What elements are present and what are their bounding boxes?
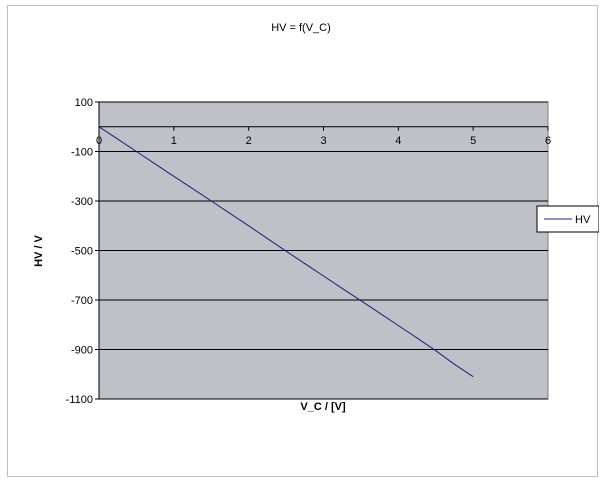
y-tick-label: -900 <box>71 345 93 357</box>
axes <box>95 101 549 400</box>
x-tick-label: 6 <box>545 135 551 147</box>
x-tick-label: 3 <box>320 135 326 147</box>
chart-frame: HV = f(V_C) 100 -100 -300 -500 -700 -900 -1100… <box>7 5 599 477</box>
gridlines <box>99 101 548 400</box>
y-tick-label: -700 <box>71 295 93 307</box>
y-tick-label: 100 <box>75 97 93 109</box>
y-axis-title: HV / V <box>33 234 45 266</box>
series-line-hv <box>98 126 474 378</box>
x-tick-label: 5 <box>470 135 476 147</box>
y-tick-label: -300 <box>71 196 93 208</box>
x-tick-label: 2 <box>246 135 252 147</box>
x-tick-label: 1 <box>171 135 177 147</box>
legend-label-hv: HV <box>575 214 591 226</box>
chart-title: HV = f(V_C) <box>271 22 331 34</box>
y-tick-label: -100 <box>71 147 93 159</box>
tick-labels: 100 -100 -300 -500 -700 -900 -1100 0 1 2 3 4 5 6 <box>66 97 551 406</box>
x-tick-label: 4 <box>395 135 401 147</box>
series-layer <box>98 126 474 378</box>
y-tick-label: -1100 <box>66 394 93 406</box>
line-chart: HV = f(V_C) 100 -100 -300 -500 -700 -900 -1100… <box>33 22 599 413</box>
x-axis-title: V_C / [V] <box>300 401 346 413</box>
y-tick-label: -500 <box>71 246 93 258</box>
legend: HV <box>536 205 599 233</box>
x-tick-label: 0 <box>96 135 102 147</box>
